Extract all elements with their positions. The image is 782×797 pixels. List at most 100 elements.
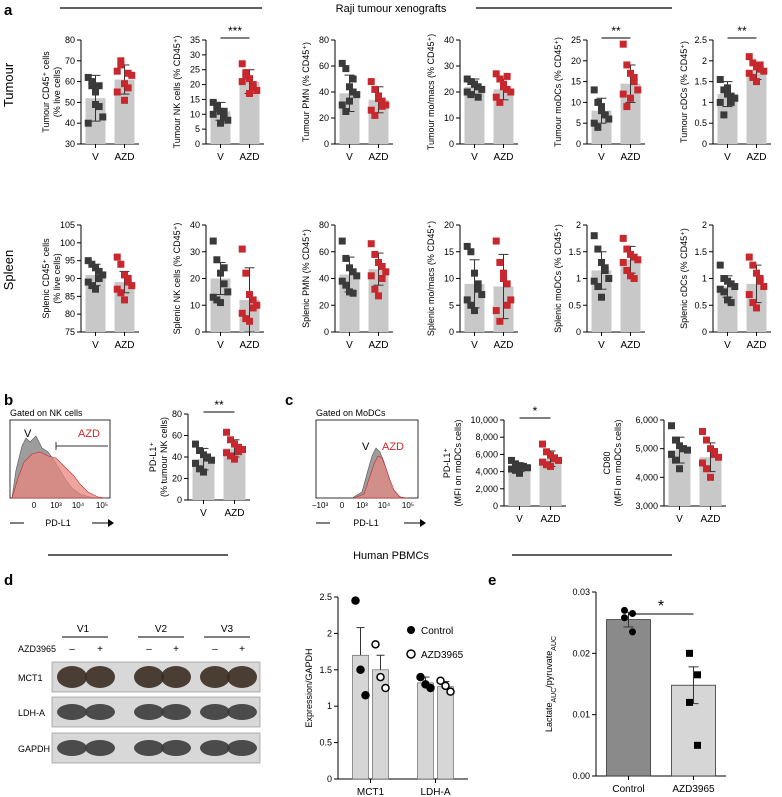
blot-lane-label: V1 <box>77 624 90 635</box>
data-point <box>220 107 228 115</box>
y-axis-label-part: AUC <box>551 636 558 651</box>
data-point <box>474 285 482 293</box>
data-point <box>749 261 757 269</box>
y-tick-label: 0.5 <box>694 300 707 310</box>
chart-a7: 75 80 85 90 95 100 105 Splenic CD45⁺ cells (% li… <box>41 220 139 351</box>
data-point <box>731 283 739 291</box>
data-point <box>727 280 735 288</box>
data-point <box>463 242 471 250</box>
y-tick-label: 70 <box>65 56 75 66</box>
data-point <box>217 119 224 127</box>
y-axis-label: Tumour moDCs (% CD45⁺) <box>553 37 563 147</box>
data-point <box>121 80 128 88</box>
data-point <box>619 90 627 98</box>
significance-label: * <box>533 404 538 418</box>
bar <box>239 81 260 144</box>
y-tick-label: 25 <box>571 35 581 45</box>
y-axis-label: (MFI on moDCs cells) <box>453 419 463 506</box>
y-tick-label: 0 <box>195 139 200 149</box>
data-point <box>223 428 230 436</box>
data-point <box>745 253 753 261</box>
data-point <box>684 446 691 454</box>
panel-letter-c: c <box>285 392 293 409</box>
chart-b: 0 20 40 60 80 PD-L1⁺ (% tumour NK cells) V AZD ** <box>148 398 250 519</box>
data-point <box>668 422 675 430</box>
data-point <box>724 84 731 92</box>
chart-a2: 0 5 10 15 20 25 30 35 Tumour NK cells (% CD45⁺) V… <box>172 24 264 163</box>
bar <box>417 682 434 780</box>
y-tick-label: 5 <box>195 124 200 134</box>
significance-label: *** <box>228 24 242 38</box>
blot-lane-label: V3 <box>221 624 234 635</box>
x-tick-label: AZD <box>621 152 641 163</box>
data-point <box>246 75 253 83</box>
x-tick-label: AZD <box>240 340 260 351</box>
y-tick-label: 35 <box>190 35 200 45</box>
data-point <box>727 299 735 307</box>
data-point <box>756 61 764 69</box>
blot-lane-label: V2 <box>155 624 168 635</box>
chart-a8: 0 10 20 30 40 Splenic NK cells (% CD45⁺) V AZD <box>172 220 264 351</box>
data-point <box>224 116 232 124</box>
blot-band <box>134 740 164 756</box>
x-tick-label: V <box>471 340 478 351</box>
data-point <box>246 317 253 325</box>
y-tick-label: 40 <box>319 87 329 97</box>
x-tick-label: AZD3965 <box>672 784 715 795</box>
data-point <box>242 315 250 323</box>
y-tick-label: 90 <box>65 274 75 284</box>
data-point <box>699 459 706 467</box>
y-tick-label: 4,000 <box>635 472 658 482</box>
x-tick-label: AZD <box>701 514 721 525</box>
y-tick-label: 0 <box>449 327 454 337</box>
data-point <box>720 86 728 94</box>
data-point <box>124 69 132 77</box>
data-point <box>213 256 221 264</box>
data-point <box>463 296 471 304</box>
data-point <box>627 272 634 280</box>
blot-band <box>161 666 191 688</box>
y-tick-label: 75 <box>65 327 75 337</box>
data-point <box>220 280 228 288</box>
data-point <box>367 106 375 114</box>
data-point <box>720 111 728 119</box>
y-tick-label: 8,000 <box>475 432 498 442</box>
data-point <box>426 683 435 693</box>
data-point <box>672 436 679 444</box>
x-tick-label: AZD <box>115 152 135 163</box>
data-point <box>601 111 609 119</box>
y-tick-label: 40 <box>190 220 200 230</box>
data-point <box>630 253 638 261</box>
y-tick-label: 1 <box>327 701 332 711</box>
data-point <box>223 449 230 457</box>
data-point <box>500 83 507 91</box>
data-point <box>547 462 554 470</box>
data-point <box>471 269 478 277</box>
data-point <box>192 459 199 467</box>
blot-row-label: LDH-A <box>18 708 45 718</box>
y-tick-label: 10 <box>444 113 454 123</box>
y-tick-label: 0 <box>576 327 581 337</box>
data-point <box>375 95 382 102</box>
data-point <box>686 698 693 706</box>
data-point <box>95 103 103 111</box>
chart-a4: 0 10 20 30 40 Tumour mo/macs (% CD45⁺) V AZD <box>426 34 518 163</box>
data-point <box>371 640 380 649</box>
data-point <box>128 71 136 79</box>
data-point <box>375 292 382 300</box>
blot-band <box>161 740 191 756</box>
data-point <box>749 299 757 307</box>
x-tick-label: V <box>217 340 224 351</box>
data-point <box>508 465 515 473</box>
y-tick-label: 25 <box>190 65 200 75</box>
hist-c-azd-curve <box>353 455 409 499</box>
data-point <box>95 275 103 282</box>
x-tick-label: V <box>200 508 207 519</box>
data-point <box>338 237 346 245</box>
y-tick-label: 20 <box>319 300 329 310</box>
data-point <box>516 462 523 470</box>
x-tick-label: V <box>471 152 478 163</box>
y-tick-label: 105 <box>60 220 75 230</box>
panel-letter-e: e <box>488 572 496 589</box>
y-tick-label: 5,000 <box>635 444 658 454</box>
